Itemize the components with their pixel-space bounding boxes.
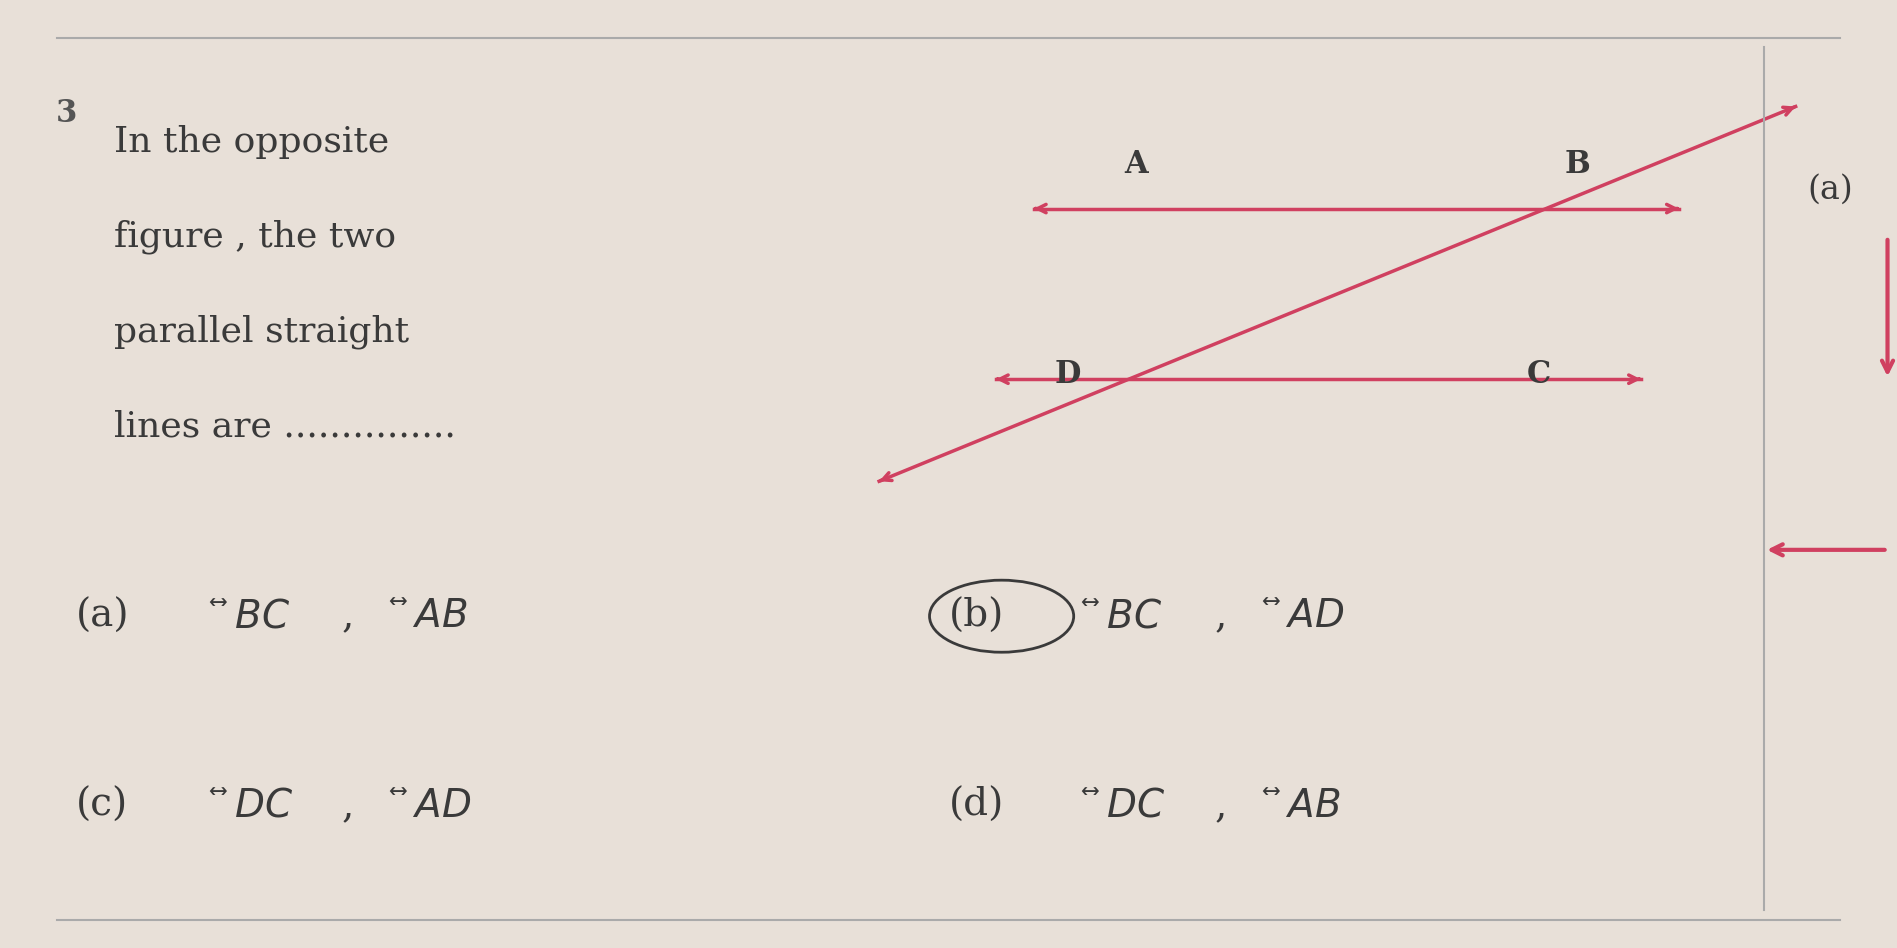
Text: C: C bbox=[1527, 359, 1552, 390]
Text: figure , the two: figure , the two bbox=[114, 220, 396, 254]
Text: $\overleftrightarrow{DC}$: $\overleftrightarrow{DC}$ bbox=[209, 787, 294, 825]
Text: (a): (a) bbox=[76, 597, 129, 635]
Text: parallel straight: parallel straight bbox=[114, 315, 410, 349]
Text: In the opposite: In the opposite bbox=[114, 125, 389, 159]
Text: ,: , bbox=[341, 597, 355, 635]
Text: 3: 3 bbox=[55, 99, 78, 129]
Text: ,: , bbox=[1214, 787, 1227, 825]
Text: (c): (c) bbox=[76, 787, 129, 825]
Text: $\overleftrightarrow{BC}$: $\overleftrightarrow{BC}$ bbox=[1081, 597, 1163, 635]
Text: A: A bbox=[1125, 149, 1148, 180]
Text: lines are ...............: lines are ............... bbox=[114, 410, 455, 444]
Text: ,: , bbox=[341, 787, 355, 825]
Text: (a): (a) bbox=[1808, 173, 1853, 206]
Text: $\overleftrightarrow{AD}$: $\overleftrightarrow{AD}$ bbox=[1262, 597, 1345, 635]
Text: $\overleftrightarrow{DC}$: $\overleftrightarrow{DC}$ bbox=[1081, 787, 1167, 825]
Text: (b): (b) bbox=[948, 597, 1004, 635]
Text: $\overleftrightarrow{BC}$: $\overleftrightarrow{BC}$ bbox=[209, 597, 290, 635]
Text: $\overleftrightarrow{AD}$: $\overleftrightarrow{AD}$ bbox=[389, 787, 472, 825]
Text: $\overleftrightarrow{AB}$: $\overleftrightarrow{AB}$ bbox=[1262, 787, 1341, 825]
Text: ,: , bbox=[1214, 597, 1227, 635]
Text: (d): (d) bbox=[948, 787, 1004, 825]
Text: B: B bbox=[1565, 149, 1592, 180]
Text: $\overleftrightarrow{AB}$: $\overleftrightarrow{AB}$ bbox=[389, 597, 469, 635]
Text: D: D bbox=[1055, 359, 1081, 390]
